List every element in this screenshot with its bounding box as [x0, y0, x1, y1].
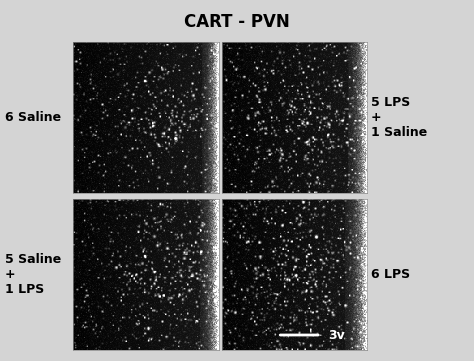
Text: 5 LPS
+
1 Saline: 5 LPS + 1 Saline — [371, 96, 427, 139]
Text: CART - PVN: CART - PVN — [184, 13, 290, 31]
Text: 6 LPS: 6 LPS — [371, 268, 410, 281]
Text: 5 Saline
+
1 LPS: 5 Saline + 1 LPS — [5, 253, 61, 296]
Text: 6 Saline: 6 Saline — [5, 111, 61, 124]
Text: 3v: 3v — [328, 329, 345, 342]
